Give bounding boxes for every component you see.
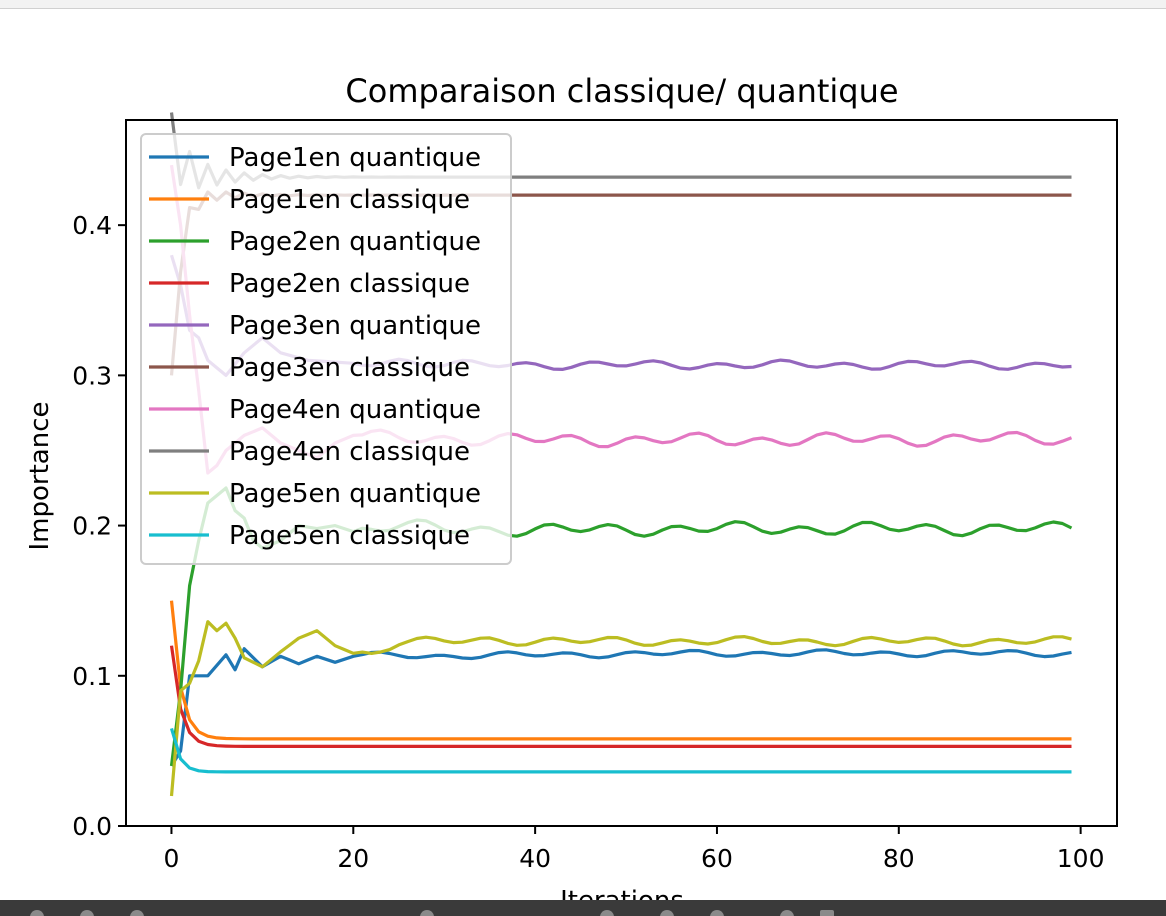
app-icon[interactable]: [820, 910, 834, 916]
series-line-9: [169, 620, 1072, 797]
app-icon[interactable]: [780, 910, 794, 916]
series-line-4: [169, 645, 1072, 748]
x-tick-label: 100: [1057, 844, 1105, 873]
legend: [140, 133, 512, 565]
app-icon[interactable]: [600, 910, 614, 916]
search-icon[interactable]: [80, 910, 94, 916]
x-tick-label: 40: [519, 844, 551, 873]
y-tick-label: 0.0: [72, 812, 112, 841]
x-tick-label: 80: [883, 844, 915, 873]
start-icon[interactable]: [30, 910, 44, 916]
app-icon[interactable]: [710, 910, 724, 916]
y-tick-label: 0.4: [72, 211, 112, 240]
plot-area: 0 20 40 60 80 100 0.0 0.1 0.2 0.3 0.4 Page1en quant…: [72, 112, 1118, 873]
legend-label: Page1en quantique: [229, 143, 481, 173]
x-tick-label: 0: [164, 844, 180, 873]
app-icon[interactable]: [660, 910, 674, 916]
legend-label: Page3en classique: [229, 353, 470, 383]
app-icon[interactable]: [130, 910, 144, 916]
taskbar: [0, 900, 1166, 916]
legend-label: Page5en quantique: [229, 479, 481, 509]
chart-title: Comparaison classique/ quantique: [345, 72, 898, 110]
axes-frame: [125, 119, 1118, 827]
legend-label: Page3en quantique: [229, 311, 481, 341]
legend-label: Page1en classique: [229, 185, 470, 215]
legend-label: Page5en classique: [229, 521, 470, 551]
series-line-10: [169, 727, 1072, 774]
y-tick-label: 0.1: [72, 662, 112, 691]
legend-label: Page4en classique: [229, 437, 470, 467]
legend-label: Page2en quantique: [229, 227, 481, 257]
x-tick-label: 60: [701, 844, 733, 873]
legend-label: Page4en quantique: [229, 395, 481, 425]
y-tick-label: 0.2: [72, 512, 112, 541]
y-tick-label: 0.3: [72, 361, 112, 390]
x-tick-label: 20: [337, 844, 369, 873]
series-line-2: [169, 600, 1072, 741]
y-axis-label: Importance: [25, 402, 55, 551]
series-line-1: [170, 647, 1072, 767]
x-axis-label: Iterations: [560, 886, 684, 900]
legend-label: Page2en classique: [229, 269, 470, 299]
app-icon[interactable]: [420, 910, 434, 916]
window-title-bar: [0, 0, 1166, 9]
